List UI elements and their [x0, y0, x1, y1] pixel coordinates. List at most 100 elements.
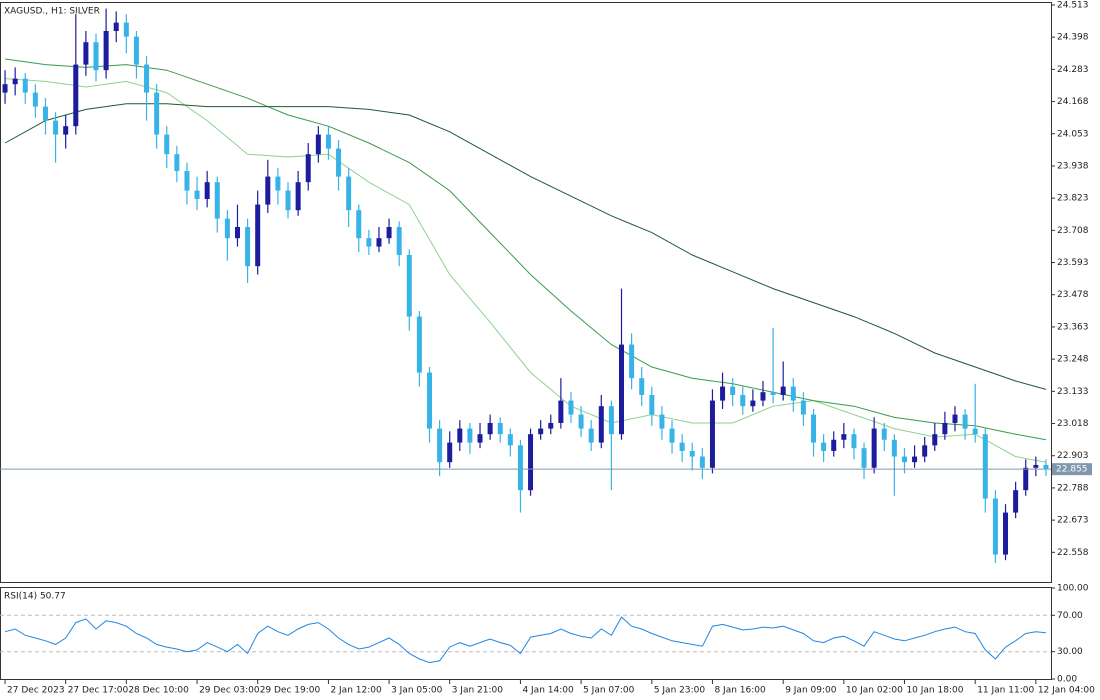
- x-tick-label: 10 Jan 18:00: [906, 686, 963, 696]
- candle-body: [113, 22, 119, 31]
- candle-body: [639, 378, 645, 395]
- candle-body: [1043, 464, 1049, 470]
- candle-body: [558, 400, 564, 423]
- panel-frame: [0, 2, 1052, 583]
- y-tick-label: 24.283: [1057, 65, 1089, 75]
- candle-body: [942, 422, 948, 435]
- candle-body: [457, 428, 463, 443]
- candle-body: [922, 445, 928, 457]
- candle-body: [144, 64, 150, 93]
- rsi-line: [4, 616, 1046, 664]
- candle-body: [2, 84, 8, 93]
- candle-body: [548, 422, 554, 429]
- candle-body: [649, 394, 655, 415]
- candle-body: [750, 400, 756, 407]
- last-price-label: 22.855: [1056, 465, 1088, 475]
- candle-body: [234, 226, 240, 239]
- candle-body: [437, 428, 443, 463]
- candle-body: [53, 120, 59, 135]
- candle-body: [164, 134, 170, 155]
- candle-body: [1023, 467, 1029, 491]
- candle-body: [487, 422, 493, 435]
- candle-body: [1003, 512, 1009, 555]
- candle-body: [932, 434, 938, 446]
- moving-average: [5, 78, 1046, 463]
- y-tick-label: 23.593: [1057, 258, 1089, 268]
- candle-body: [63, 126, 69, 135]
- x-tick-label: 28 Dec 10:00: [128, 686, 189, 696]
- y-tick-label: 23.018: [1057, 419, 1089, 429]
- moving-average: [5, 58, 1046, 441]
- candle-body: [32, 92, 38, 107]
- y-tick-label: 23.708: [1057, 226, 1089, 236]
- candle-body: [275, 176, 281, 191]
- candle-body: [376, 238, 382, 247]
- y-tick-label: 30.00: [1057, 647, 1083, 657]
- candle-body: [295, 182, 301, 211]
- candle-body: [841, 434, 847, 440]
- candle-body: [255, 204, 261, 267]
- candle-body: [760, 392, 766, 401]
- candle-body: [517, 445, 523, 491]
- candle-body: [346, 176, 352, 211]
- candle-body: [831, 439, 837, 451]
- candle-body: [214, 182, 220, 219]
- candle-body: [224, 218, 230, 239]
- candle-body: [821, 442, 827, 451]
- x-tick-label: 5 Jan 23:00: [654, 686, 706, 696]
- y-tick-label: 22.558: [1057, 548, 1089, 558]
- candle-body: [42, 106, 48, 121]
- candle-body: [174, 154, 180, 171]
- candle-body: [699, 456, 705, 468]
- candle-body: [659, 414, 665, 429]
- candle-body: [689, 450, 695, 457]
- candle-body: [619, 344, 625, 435]
- candle-body: [366, 238, 372, 247]
- candle-body: [578, 414, 584, 429]
- candle-body: [952, 414, 958, 423]
- candle-body: [426, 372, 432, 429]
- moving-average: [4, 103, 1047, 390]
- y-tick-label: 22.673: [1057, 516, 1089, 526]
- candle-body: [982, 434, 988, 499]
- candle-body: [83, 42, 89, 65]
- candle-body: [285, 190, 291, 211]
- candle-body: [598, 406, 604, 443]
- candle-body: [629, 344, 635, 379]
- candle-body: [972, 428, 978, 435]
- x-tick-label: 27 Dec 2023: [7, 686, 65, 696]
- candle-body: [336, 148, 342, 177]
- candle-body: [467, 428, 473, 443]
- candle-body: [154, 92, 160, 135]
- x-tick-label: 11 Jan 11:00: [977, 686, 1034, 696]
- candle-body: [740, 394, 746, 407]
- candle-body: [396, 226, 402, 255]
- y-tick-label: 23.823: [1057, 194, 1089, 204]
- candle-body: [528, 434, 534, 491]
- candle-body: [871, 428, 877, 468]
- y-tick-label: 0.00: [1057, 675, 1077, 685]
- candle-body: [568, 400, 574, 415]
- candle-body: [770, 392, 776, 395]
- candle-body: [194, 190, 200, 199]
- candle-body: [811, 414, 817, 443]
- candle-body: [608, 406, 614, 435]
- candle-body: [881, 428, 887, 440]
- x-tick-label: 3 Jan 05:00: [391, 686, 443, 696]
- candle-body: [962, 414, 968, 429]
- candle-body: [588, 428, 594, 443]
- candle-body: [325, 134, 331, 149]
- x-tick-label: 9 Jan 09:00: [785, 686, 837, 696]
- x-tick-label: 29 Dec 19:00: [260, 686, 321, 696]
- candle-body: [73, 64, 79, 127]
- y-tick-label: 22.788: [1057, 483, 1089, 493]
- candle-body: [12, 78, 18, 85]
- y-tick-label: 100.00: [1057, 584, 1089, 594]
- x-tick-label: 8 Jan 16:00: [714, 686, 766, 696]
- y-tick-label: 23.133: [1057, 387, 1089, 397]
- candle-body: [709, 400, 715, 468]
- y-tick-label: 22.903: [1057, 451, 1089, 461]
- candle-body: [861, 448, 867, 468]
- y-tick-label: 24.398: [1057, 33, 1089, 43]
- candle-body: [416, 316, 422, 373]
